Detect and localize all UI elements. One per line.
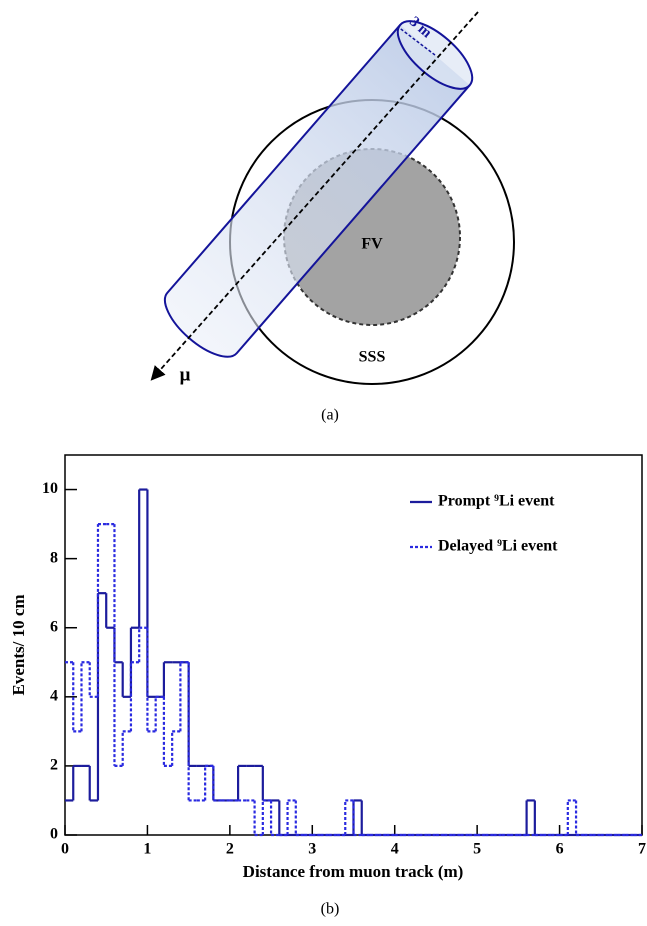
x-tick-label: 1 bbox=[143, 841, 151, 858]
y-tick-label: 8 bbox=[50, 549, 58, 566]
x-tick-label: 3 bbox=[308, 841, 316, 858]
legend-label: Delayed ⁹Li event bbox=[438, 538, 558, 555]
y-tick-label: 6 bbox=[50, 618, 58, 635]
y-tick-label: 4 bbox=[50, 687, 58, 704]
x-tick-label: 5 bbox=[473, 841, 481, 858]
plot-frame bbox=[64, 454, 643, 836]
x-tick-label: 7 bbox=[638, 841, 646, 858]
fv-label: FV bbox=[361, 236, 383, 253]
y-tick-label: 0 bbox=[50, 826, 58, 843]
caption: (b) bbox=[321, 901, 340, 918]
caption: (a) bbox=[321, 407, 339, 424]
x-tick-label: 6 bbox=[556, 841, 564, 858]
x-axis-label: Distance from muon track (m) bbox=[243, 862, 464, 881]
muon-track bbox=[150, 11, 479, 381]
y-axis-label: Events/ 10 cm bbox=[9, 594, 28, 695]
sss-label: SSS bbox=[359, 349, 386, 366]
y-tick-label: 2 bbox=[50, 757, 58, 774]
legend-label: Prompt ⁹Li event bbox=[438, 493, 555, 510]
x-tick-label: 0 bbox=[61, 841, 69, 858]
radius-line bbox=[397, 26, 436, 56]
x-tick-label: 4 bbox=[391, 841, 399, 858]
y-tick-label: 10 bbox=[42, 480, 58, 497]
muon-label: μ bbox=[180, 364, 191, 385]
x-tick-label: 2 bbox=[226, 841, 234, 858]
